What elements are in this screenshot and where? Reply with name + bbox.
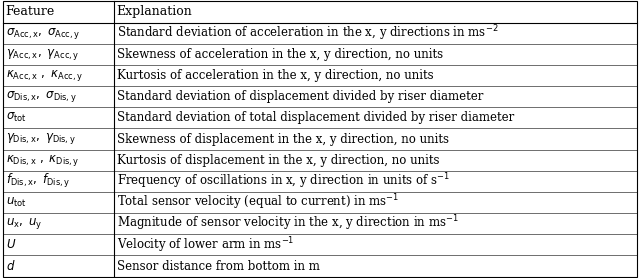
Text: Standard deviation of displacement divided by riser diameter: Standard deviation of displacement divid… — [116, 90, 483, 103]
Text: Kurtosis of acceleration in the x, y direction, no units: Kurtosis of acceleration in the x, y dir… — [116, 69, 433, 82]
Text: $u_{\mathrm{x}},\ u_{\mathrm{y}}$: $u_{\mathrm{x}},\ u_{\mathrm{y}}$ — [6, 216, 42, 231]
Text: Skewness of displacement in the x, y direction, no units: Skewness of displacement in the x, y dir… — [116, 133, 449, 145]
Text: $\sigma_{\mathrm{Acc,x}},\ \sigma_{\mathrm{Acc,y}}$: $\sigma_{\mathrm{Acc,x}},\ \sigma_{\math… — [6, 26, 80, 41]
Text: $\kappa_{\mathrm{Acc,x}}\ ,\ \kappa_{\mathrm{Acc,y}}$: $\kappa_{\mathrm{Acc,x}}\ ,\ \kappa_{\ma… — [6, 68, 83, 83]
Text: $u_{\mathrm{tot}}$: $u_{\mathrm{tot}}$ — [6, 196, 26, 209]
Text: Sensor distance from bottom in m: Sensor distance from bottom in m — [116, 260, 319, 272]
Text: Explanation: Explanation — [116, 6, 193, 18]
Text: $\gamma_{\mathrm{Dis,x}},\ \gamma_{\mathrm{Dis,y}}$: $\gamma_{\mathrm{Dis,x}},\ \gamma_{\math… — [6, 131, 76, 147]
Text: Feature: Feature — [6, 6, 55, 18]
Text: $\gamma_{\mathrm{Acc,x}},\ \gamma_{\mathrm{Acc,y}}$: $\gamma_{\mathrm{Acc,x}},\ \gamma_{\math… — [6, 47, 79, 62]
Text: $U$: $U$ — [6, 238, 16, 251]
Text: Standard deviation of acceleration in the x, y directions in ms$^{-2}$: Standard deviation of acceleration in th… — [116, 23, 498, 43]
Text: $\kappa_{\mathrm{Dis,x}}\ ,\ \kappa_{\mathrm{Dis,y}}$: $\kappa_{\mathrm{Dis,x}}\ ,\ \kappa_{\ma… — [6, 153, 79, 168]
Text: Standard deviation of total displacement divided by riser diameter: Standard deviation of total displacement… — [116, 111, 514, 124]
Text: $f_{\mathrm{Dis,x}},\ f_{\mathrm{Dis,y}}$: $f_{\mathrm{Dis,x}},\ f_{\mathrm{Dis,y}}… — [6, 172, 70, 190]
Text: Skewness of acceleration in the x, y direction, no units: Skewness of acceleration in the x, y dir… — [116, 48, 443, 61]
Text: Kurtosis of displacement in the x, y direction, no units: Kurtosis of displacement in the x, y dir… — [116, 154, 439, 167]
Text: Frequency of oscillations in x, y direction in units of s$^{-1}$: Frequency of oscillations in x, y direct… — [116, 172, 450, 191]
Text: $d$: $d$ — [6, 259, 15, 273]
Text: $\sigma_{\mathrm{tot}}$: $\sigma_{\mathrm{tot}}$ — [6, 111, 26, 124]
Text: $\sigma_{\mathrm{Dis,x}},\ \sigma_{\mathrm{Dis,y}}$: $\sigma_{\mathrm{Dis,x}},\ \sigma_{\math… — [6, 89, 77, 104]
Text: Magnitude of sensor velocity in the x, y direction in ms$^{-1}$: Magnitude of sensor velocity in the x, y… — [116, 214, 459, 234]
Text: Velocity of lower arm in ms$^{-1}$: Velocity of lower arm in ms$^{-1}$ — [116, 235, 294, 255]
Text: Total sensor velocity (equal to current) in ms$^{-1}$: Total sensor velocity (equal to current)… — [116, 193, 399, 212]
